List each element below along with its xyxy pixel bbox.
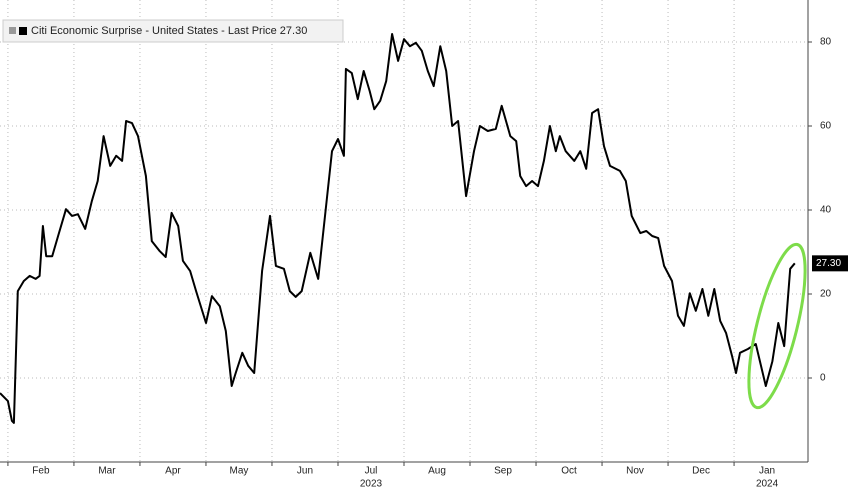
x-tick-label: Dec — [692, 466, 710, 477]
x-tick-label: Jan — [759, 466, 775, 477]
y-tick-label: 80 — [820, 37, 832, 48]
y-tick-label: 60 — [820, 121, 832, 132]
grid — [0, 0, 808, 462]
x-year-label: 2023 — [360, 479, 383, 490]
legend-icon — [9, 27, 16, 34]
x-tick-label: Jul — [365, 466, 378, 477]
x-tick-label: Oct — [561, 466, 577, 477]
plot — [0, 33, 796, 424]
last-price-label: 27.30 — [816, 258, 841, 269]
x-tick-label: Apr — [165, 466, 181, 477]
x-tick-label: May — [230, 466, 249, 477]
highlight-ellipse — [747, 242, 807, 410]
legend: Citi Economic Surprise - United States -… — [2, 19, 344, 43]
data-line — [0, 33, 796, 424]
y-tick-label: 0 — [820, 373, 826, 384]
y-tick-label: 40 — [820, 205, 832, 216]
legend-swatch — [19, 27, 27, 35]
x-tick-label: Sep — [494, 466, 512, 477]
x-tick-label: Jun — [297, 466, 313, 477]
x-tick-label: Feb — [32, 466, 50, 477]
y-tick-label: 20 — [820, 289, 832, 300]
x-tick-label: Nov — [626, 466, 644, 477]
x-tick-label: Mar — [98, 466, 116, 477]
legend-label: Citi Economic Surprise - United States -… — [31, 25, 307, 37]
x-year-label: 2024 — [756, 479, 779, 490]
last-price-box — [812, 255, 848, 272]
x-tick-label: Aug — [428, 466, 446, 477]
legend-box — [2, 19, 344, 43]
